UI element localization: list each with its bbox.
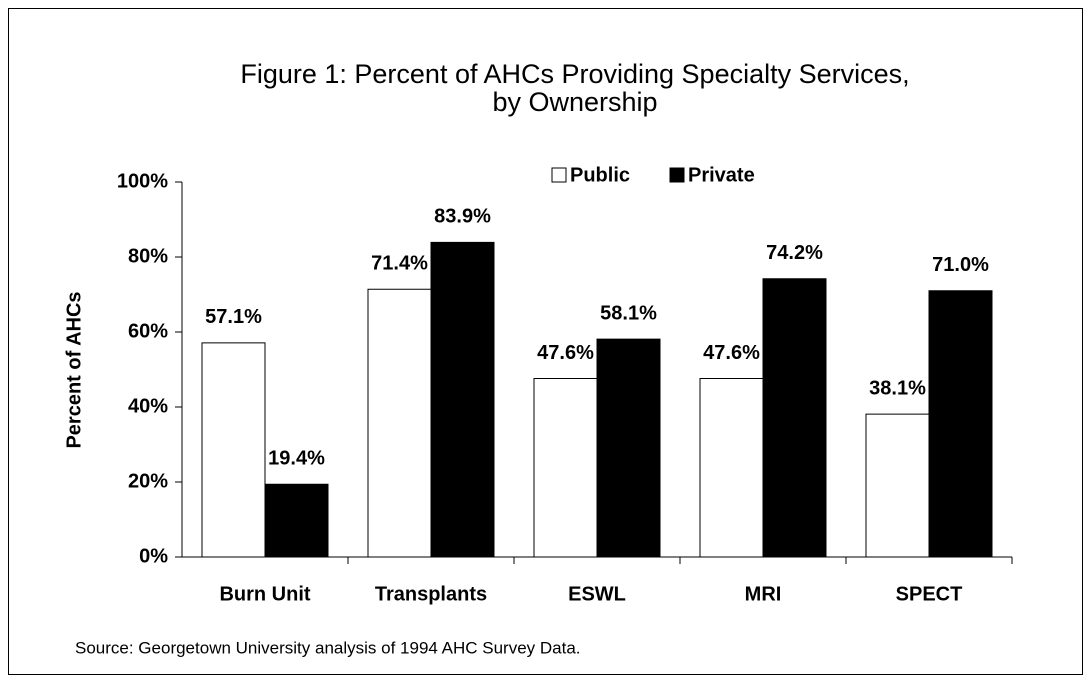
legend-label: Private xyxy=(688,164,755,186)
bar xyxy=(430,241,495,558)
x-tick-label: ESWL xyxy=(568,583,626,605)
bar xyxy=(596,338,661,558)
x-tick-label: Burn Unit xyxy=(219,583,310,605)
value-label: 57.1% xyxy=(205,306,262,328)
value-label: 58.1% xyxy=(600,302,657,324)
bar xyxy=(533,378,598,558)
bar xyxy=(201,342,266,558)
frame xyxy=(8,8,1083,675)
bar xyxy=(762,278,827,558)
bar xyxy=(699,378,764,558)
y-tick-label: 0% xyxy=(139,545,168,567)
x-tick-label: MRI xyxy=(745,583,782,605)
value-label: 47.6% xyxy=(703,342,760,364)
y-tick-label: 80% xyxy=(128,245,168,267)
value-label: 47.6% xyxy=(537,342,594,364)
x-tick-label: SPECT xyxy=(896,583,963,605)
legend-swatch xyxy=(669,167,685,183)
bar xyxy=(367,288,432,558)
value-label: 38.1% xyxy=(869,377,926,399)
chart-title: Figure 1: Percent of AHCs Providing Spec… xyxy=(240,59,909,89)
value-label: 19.4% xyxy=(268,448,325,470)
y-tick-label: 20% xyxy=(128,470,168,492)
x-tick-label: Transplants xyxy=(375,583,487,605)
bar xyxy=(928,290,993,558)
value-label: 83.9% xyxy=(434,206,491,228)
legend-swatch xyxy=(551,167,567,183)
y-axis-label: Percent of AHCs xyxy=(63,291,85,448)
value-label: 74.2% xyxy=(766,242,823,264)
source-note: Source: Georgetown University analysis o… xyxy=(75,638,581,657)
chart-subtitle: by Ownership xyxy=(492,87,657,117)
bar xyxy=(865,413,930,558)
y-tick-label: 60% xyxy=(128,320,168,342)
y-tick-label: 40% xyxy=(128,395,168,417)
legend-label: Public xyxy=(570,164,630,186)
value-label: 71.4% xyxy=(371,253,428,275)
bar xyxy=(264,483,329,558)
y-tick-label: 100% xyxy=(117,170,168,192)
value-label: 71.0% xyxy=(932,254,989,276)
